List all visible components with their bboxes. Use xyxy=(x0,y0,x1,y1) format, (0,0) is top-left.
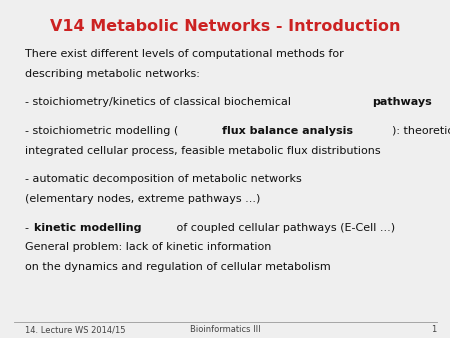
Text: kinetic modelling: kinetic modelling xyxy=(35,223,142,233)
Text: - stoichiometry/kinetics of classical biochemical: - stoichiometry/kinetics of classical bi… xyxy=(25,97,294,107)
Text: V14 Metabolic Networks - Introduction: V14 Metabolic Networks - Introduction xyxy=(50,19,400,33)
Text: of coupled cellular pathways (E-Cell ...): of coupled cellular pathways (E-Cell ...… xyxy=(173,223,395,233)
Text: 1: 1 xyxy=(431,325,436,334)
Text: -: - xyxy=(25,223,32,233)
Text: - automatic decomposition of metabolic networks: - automatic decomposition of metabolic n… xyxy=(25,174,302,185)
Text: pathways: pathways xyxy=(373,97,432,107)
Text: - stoichiometric modelling (: - stoichiometric modelling ( xyxy=(25,126,178,136)
Text: Bioinformatics III: Bioinformatics III xyxy=(190,325,260,334)
Text: General problem: lack of kinetic information: General problem: lack of kinetic informa… xyxy=(25,242,271,252)
Text: There exist different levels of computational methods for: There exist different levels of computat… xyxy=(25,49,343,59)
Text: integrated cellular process, feasible metabolic flux distributions: integrated cellular process, feasible me… xyxy=(25,146,380,156)
Text: ): theoretical capabilities of an: ): theoretical capabilities of an xyxy=(392,126,450,136)
Text: 14. Lecture WS 2014/15: 14. Lecture WS 2014/15 xyxy=(25,325,125,334)
Text: flux balance analysis: flux balance analysis xyxy=(222,126,354,136)
Text: on the dynamics and regulation of cellular metabolism: on the dynamics and regulation of cellul… xyxy=(25,262,330,272)
Text: (elementary nodes, extreme pathways ...): (elementary nodes, extreme pathways ...) xyxy=(25,194,260,204)
Text: describing metabolic networks:: describing metabolic networks: xyxy=(25,69,200,79)
